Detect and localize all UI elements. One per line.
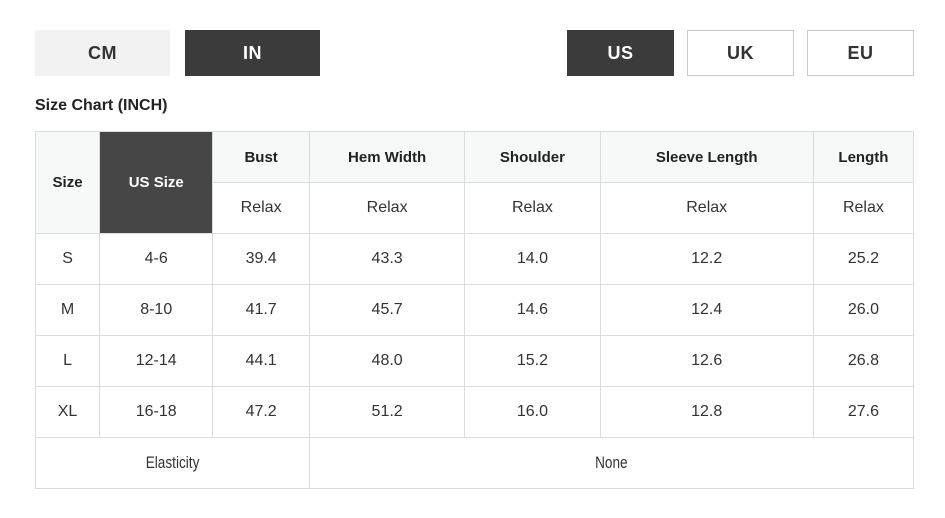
us-size-cell: 8-10 — [99, 284, 214, 336]
size-cell: L — [34, 335, 101, 387]
elasticity-label-cell: Elasticity — [35, 437, 310, 489]
elasticity-label: Elasticity — [145, 453, 200, 472]
fit-type-row: Relax Relax Relax Relax Relax — [36, 182, 915, 234]
measure-cell: 12.4 — [599, 284, 814, 336]
measure-cell: 47.2 — [212, 386, 310, 438]
column-header-bust: Bust — [212, 131, 310, 183]
measure-cell: 25.2 — [812, 233, 915, 285]
table-header-row: Size US Size Bust Hem Width Shoulder Sle… — [34, 131, 915, 234]
elasticity-value: None — [595, 453, 628, 472]
fit-cell: Relax — [212, 182, 310, 234]
table-row-xl: XL 16-18 47.2 51.2 16.0 12.8 27.6 — [34, 386, 915, 438]
table-row-m: M 8-10 41.7 45.7 14.6 12.4 26.0 — [34, 284, 915, 336]
size-cell: XL — [34, 386, 101, 438]
unit-toggle-group: CM IN — [35, 30, 320, 76]
column-header-size: Size — [34, 131, 101, 234]
measure-cell: 12.2 — [599, 233, 814, 285]
measure-cell: 48.0 — [308, 335, 466, 387]
size-chart-table: Size US Size Bust Hem Width Shoulder Sle… — [34, 131, 915, 489]
us-size-cell: 4-6 — [99, 233, 214, 285]
table-row-l: L 12-14 44.1 48.0 15.2 12.6 26.8 — [34, 335, 915, 387]
measure-cell: 12.8 — [599, 386, 814, 438]
us-size-cell: 12-14 — [99, 335, 214, 387]
measure-cell: 39.4 — [212, 233, 310, 285]
region-eu-button[interactable]: EU — [807, 30, 914, 76]
elasticity-row: Elasticity None — [35, 437, 915, 489]
measure-cell: 15.2 — [464, 335, 601, 387]
measure-cell: 45.7 — [308, 284, 466, 336]
measure-cell: 12.6 — [599, 335, 814, 387]
size-cell: S — [34, 233, 101, 285]
unit-cm-button[interactable]: CM — [35, 30, 170, 76]
measure-cell: 26.8 — [812, 335, 915, 387]
measure-cell: 14.6 — [464, 284, 601, 336]
column-header-hem-width: Hem Width — [308, 131, 466, 183]
measure-cell: 14.0 — [464, 233, 601, 285]
fit-cell: Relax — [464, 182, 601, 234]
region-us-button[interactable]: US — [567, 30, 674, 76]
measure-cell: 43.3 — [308, 233, 466, 285]
column-header-length: Length — [812, 131, 915, 183]
column-header-sleeve-length: Sleeve Length — [599, 131, 814, 183]
region-uk-button[interactable]: UK — [687, 30, 794, 76]
toggle-controls: CM IN US UK EU — [35, 30, 914, 76]
measure-cell: 41.7 — [212, 284, 310, 336]
measure-cell: 27.6 — [812, 386, 915, 438]
unit-in-button[interactable]: IN — [185, 30, 320, 76]
column-header-us-size: US Size — [99, 131, 214, 234]
region-toggle-group: US UK EU — [567, 30, 914, 76]
table-row-s: S 4-6 39.4 43.3 14.0 12.2 25.2 — [34, 233, 915, 285]
measure-cell: 44.1 — [212, 335, 310, 387]
measure-cell: 51.2 — [308, 386, 466, 438]
measure-cell: 16.0 — [464, 386, 601, 438]
elasticity-value-cell: None — [308, 437, 915, 489]
size-chart-panel: CM IN US UK EU Size Chart (INCH) Size US… — [34, 30, 915, 489]
size-cell: M — [34, 284, 101, 336]
fit-cell: Relax — [308, 182, 466, 234]
column-header-shoulder: Shoulder — [464, 131, 601, 183]
size-chart-title: Size Chart (INCH) — [35, 97, 168, 114]
us-size-cell: 16-18 — [99, 386, 214, 438]
fit-cell: Relax — [599, 182, 814, 234]
measure-cell: 26.0 — [812, 284, 915, 336]
fit-cell: Relax — [812, 182, 915, 234]
